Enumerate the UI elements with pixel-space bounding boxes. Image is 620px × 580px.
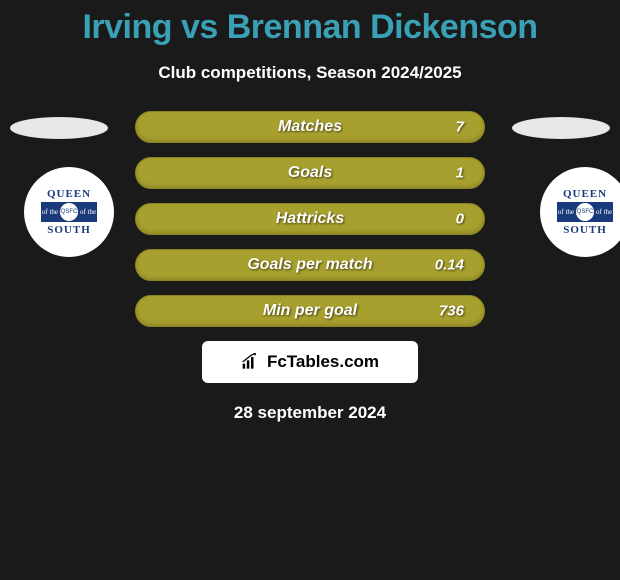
- badge-mid-band: of the QSFC of the: [557, 202, 613, 222]
- left-ellipse-decoration: [10, 117, 108, 139]
- stat-value: 7: [456, 119, 464, 136]
- stats-container: Matches 7 Goals 1 Hattricks 0 Goals per …: [135, 111, 485, 327]
- stat-label: Goals per match: [136, 256, 484, 274]
- badge-top-text: QUEEN: [47, 188, 91, 200]
- page-title: Irving vs Brennan Dickenson: [0, 0, 620, 47]
- stat-label: Min per goal: [136, 302, 484, 320]
- stat-value: 736: [439, 303, 464, 320]
- badge-mid-band: of the QSFC of the: [41, 202, 97, 222]
- subtitle: Club competitions, Season 2024/2025: [0, 63, 620, 83]
- badge-mid-left: of the: [42, 208, 58, 216]
- stat-label: Hattricks: [136, 210, 484, 228]
- stat-bar-min-per-goal: Min per goal 736: [135, 295, 485, 327]
- stat-label: Matches: [136, 118, 484, 136]
- attribution-text: FcTables.com: [267, 352, 379, 372]
- badge-top-text: QUEEN: [563, 188, 607, 200]
- badge-mid-circle: QSFC: [60, 203, 78, 221]
- chart-icon: [241, 353, 261, 371]
- main-content: QUEEN of the QSFC of the SOUTH QUEEN of …: [0, 111, 620, 423]
- stat-bar-goals-per-match: Goals per match 0.14: [135, 249, 485, 281]
- badge-mid-circle: QSFC: [576, 203, 594, 221]
- badge-mid-right: of the: [596, 208, 612, 216]
- stat-bar-hattricks: Hattricks 0: [135, 203, 485, 235]
- stat-bar-matches: Matches 7: [135, 111, 485, 143]
- stat-bar-goals: Goals 1: [135, 157, 485, 189]
- date-text: 28 september 2024: [0, 403, 620, 423]
- badge-bottom-text: SOUTH: [47, 224, 91, 236]
- stat-label: Goals: [136, 164, 484, 182]
- badge-mid-right: of the: [80, 208, 96, 216]
- stat-value: 0.14: [435, 257, 464, 274]
- attribution-box: FcTables.com: [202, 341, 418, 383]
- left-club-badge: QUEEN of the QSFC of the SOUTH: [24, 167, 114, 257]
- badge-bottom-text: SOUTH: [563, 224, 607, 236]
- stat-value: 0: [456, 211, 464, 228]
- badge-mid-left: of the: [558, 208, 574, 216]
- right-ellipse-decoration: [512, 117, 610, 139]
- right-club-badge: QUEEN of the QSFC of the SOUTH: [540, 167, 620, 257]
- stat-value: 1: [456, 165, 464, 182]
